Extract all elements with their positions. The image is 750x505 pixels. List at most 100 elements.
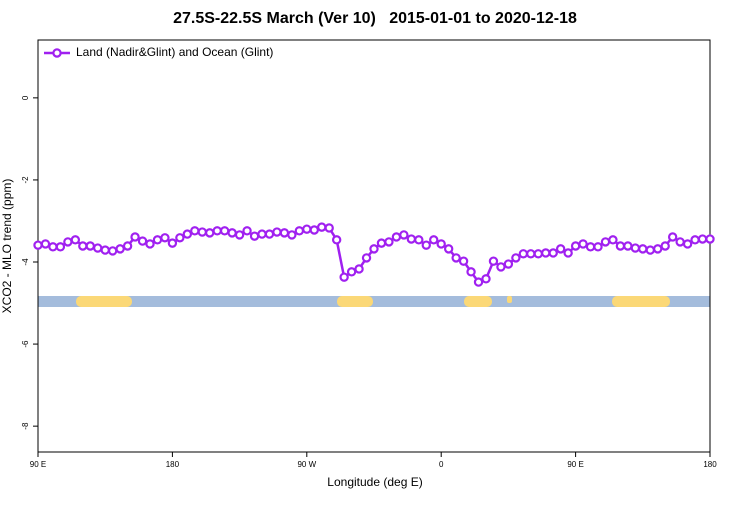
data-point — [585, 242, 596, 252]
data-point — [160, 233, 170, 243]
data-point — [234, 230, 245, 240]
data-point — [346, 267, 357, 277]
x-tick-label: 180 — [166, 460, 180, 469]
data-point — [115, 244, 125, 254]
data-point — [421, 240, 431, 250]
data-point — [518, 249, 529, 259]
data-point — [287, 230, 297, 240]
data-point — [414, 235, 424, 245]
data-point — [175, 233, 185, 243]
data-point — [100, 245, 110, 255]
legend-marker — [52, 48, 62, 58]
data-point — [690, 235, 700, 245]
data-point — [227, 228, 237, 238]
data-point — [309, 225, 319, 235]
data-point — [660, 241, 670, 251]
data-point — [339, 272, 349, 282]
legend-label: Land (Nadir&Glint) and Ocean (Glint) — [76, 45, 273, 59]
data-point — [197, 227, 207, 237]
data-point — [257, 229, 267, 239]
data-point — [623, 241, 633, 251]
data-point — [555, 244, 566, 254]
data-point — [630, 243, 641, 253]
data-point — [563, 248, 573, 258]
data-point — [369, 244, 379, 254]
data-point — [376, 238, 387, 248]
data-point — [675, 237, 685, 247]
y-tick-label: -2 — [21, 176, 30, 184]
data-point — [511, 253, 521, 263]
data-point — [682, 239, 693, 249]
data-point — [130, 232, 140, 242]
data-point — [48, 242, 58, 252]
x-tick-label: 90 E — [567, 460, 583, 469]
data-point — [137, 236, 148, 246]
chart-title: 27.5S-22.5S March (Ver 10) 2015-01-01 to… — [173, 10, 577, 27]
data-point — [219, 226, 230, 236]
data-point — [317, 222, 327, 232]
y-tick-label: -8 — [21, 422, 30, 430]
data-point — [697, 234, 708, 244]
ocean-band — [38, 296, 710, 307]
data-point — [242, 226, 252, 236]
data-point — [653, 244, 663, 254]
data-point — [249, 231, 260, 241]
data-point — [429, 235, 439, 245]
data-point — [182, 229, 193, 239]
data-point — [205, 228, 215, 238]
data-point — [354, 264, 364, 274]
data-point — [638, 244, 648, 254]
data-point — [361, 253, 372, 263]
x-tick-label: 180 — [703, 460, 717, 469]
x-tick-label: 90 W — [297, 460, 316, 469]
data-point — [548, 248, 558, 258]
y-tick-label: 0 — [21, 95, 30, 100]
data-point — [167, 238, 178, 248]
data-point — [324, 223, 334, 233]
land-ocean-strip — [38, 296, 710, 307]
data-point — [264, 229, 275, 239]
data-point — [608, 235, 618, 245]
data-point — [541, 248, 551, 258]
data-point — [302, 224, 312, 234]
data-point — [533, 249, 543, 259]
x-tick-label: 0 — [439, 460, 444, 469]
data-point — [526, 249, 536, 259]
data-point — [473, 277, 484, 287]
data-point — [55, 242, 66, 252]
data-point — [458, 256, 469, 266]
data-point — [466, 267, 476, 277]
land-segment — [507, 296, 512, 303]
y-tick-label: -4 — [21, 258, 30, 266]
data-point — [63, 237, 73, 247]
data-point — [152, 235, 163, 245]
data-point — [600, 237, 611, 247]
land-segment — [464, 296, 492, 307]
data-point — [279, 228, 290, 238]
data-point — [122, 241, 133, 251]
data-point — [331, 235, 342, 245]
data-point — [33, 240, 43, 250]
data-point — [78, 241, 88, 251]
data-point — [615, 241, 626, 251]
data-point — [85, 241, 95, 251]
data-point — [391, 232, 402, 242]
data-point — [93, 243, 103, 253]
data-point — [384, 237, 394, 247]
land-segment — [76, 296, 132, 307]
land-segment — [612, 296, 670, 307]
data-point — [593, 242, 603, 252]
data-point — [443, 244, 454, 254]
data-point — [107, 246, 118, 256]
x-tick-label: 90 E — [30, 460, 46, 469]
data-point — [70, 235, 81, 245]
data-point — [496, 262, 506, 272]
data-point — [503, 259, 514, 269]
data-point — [399, 230, 409, 240]
y-tick-label: -6 — [21, 340, 30, 348]
data-point — [40, 239, 51, 249]
data-point — [645, 245, 655, 255]
data-point — [481, 274, 491, 284]
data-point — [488, 256, 499, 266]
